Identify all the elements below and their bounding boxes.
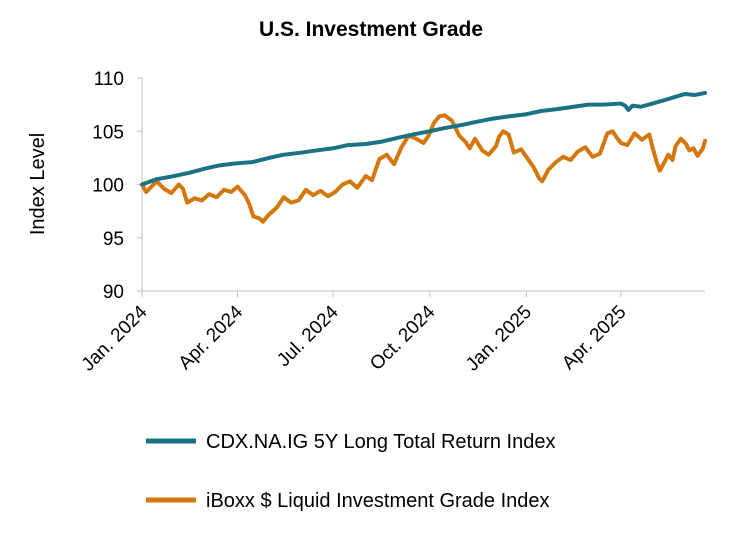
- series-line-1: [140, 113, 707, 224]
- x-tick-label: Jan. 2025: [462, 302, 536, 376]
- y-tick-label: 95: [103, 229, 124, 250]
- x-tick-label: Apr. 2025: [558, 302, 630, 374]
- y-tick-label: 110: [94, 69, 124, 90]
- legend-label-1: iBoxx $ Liquid Investment Grade Index: [206, 490, 550, 512]
- legend-label-0: CDX.NA.IG 5Y Long Total Return Index: [206, 431, 555, 453]
- y-tick-label: 90: [103, 282, 124, 303]
- chart-title: U.S. Investment Grade: [258, 18, 484, 41]
- series-line-0: [140, 90, 707, 187]
- series-lines: [140, 90, 707, 224]
- axes: 90 95 100 105 110 Jan. 2024 Apr. 2024 Jul. 2024…: [78, 69, 705, 376]
- y-axis-label: Index Level: [27, 133, 49, 235]
- legend: CDX.NA.IG 5Y Long Total Return Index iBox…: [146, 431, 555, 512]
- x-tick-label: Jul. 2024: [273, 301, 343, 371]
- y-tick-label: 105: [92, 122, 124, 143]
- x-tick-label: Apr. 2024: [175, 301, 248, 374]
- x-tick-label: Jan. 2024: [78, 301, 152, 375]
- x-tick-label: Oct. 2024: [366, 301, 439, 374]
- y-tick-label: 100: [92, 176, 124, 197]
